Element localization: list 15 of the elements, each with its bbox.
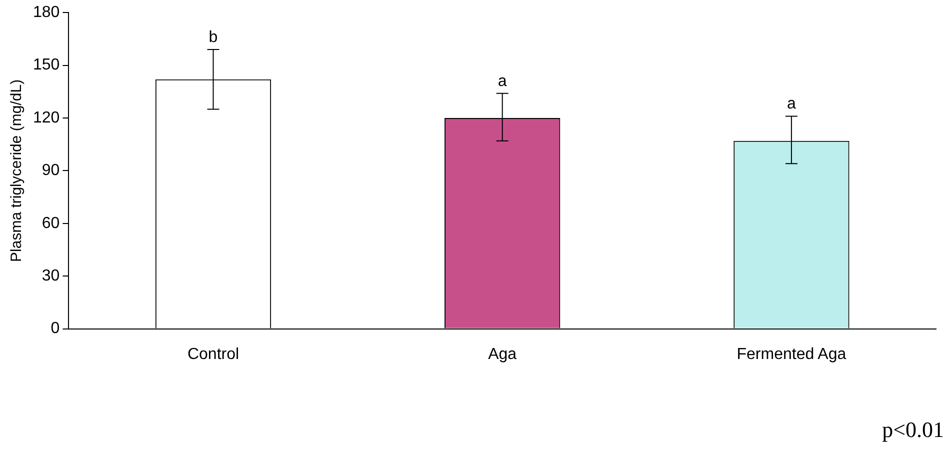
y-tick-label: 90 — [42, 162, 60, 180]
y-tick-label: 120 — [32, 109, 60, 126]
y-tick-label: 0 — [50, 320, 60, 338]
annotation: a — [786, 96, 796, 113]
x-tick-label: Aga — [488, 346, 517, 363]
y-tick-label: 30 — [42, 268, 60, 285]
annotation: a — [498, 72, 507, 90]
annotation: b — [208, 28, 218, 46]
text: p<0.01 — [882, 416, 944, 442]
x-tick-label: Fermented Aga — [736, 346, 846, 363]
y-tick-label: 150 — [32, 56, 60, 74]
y-tick-label: 60 — [42, 214, 60, 232]
y-axis-title: Plasma triglyceride (mg/dL) — [8, 79, 26, 262]
y-tick-label: 180 — [32, 4, 60, 22]
x-tick-label: Control — [187, 346, 240, 363]
